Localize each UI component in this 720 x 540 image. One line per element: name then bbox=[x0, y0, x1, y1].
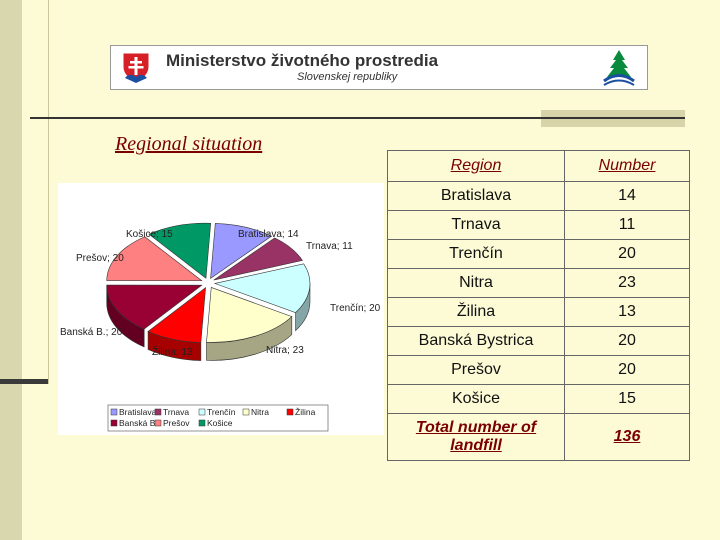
region-cell: Prešov bbox=[387, 355, 565, 385]
data-label: Žilina; 13 bbox=[152, 345, 193, 358]
data-label: Nitra; 23 bbox=[266, 345, 304, 356]
legend-label: Banská B. bbox=[119, 418, 158, 428]
number-cell: 11 bbox=[564, 210, 690, 240]
left-accent bbox=[0, 0, 49, 384]
region-cell: Nitra bbox=[387, 268, 565, 298]
pie-slice-tren-n bbox=[213, 263, 311, 313]
ministry-subtitle: Slovenskej republiky bbox=[297, 71, 398, 83]
pie-slice-nitra bbox=[206, 287, 293, 343]
header-region: Region bbox=[387, 150, 565, 182]
left-decor-bar bbox=[0, 0, 22, 540]
number-cell: 20 bbox=[564, 239, 690, 269]
table-header-row: Region Number bbox=[387, 150, 690, 182]
pie-slice-ko-ice bbox=[148, 222, 212, 279]
legend-swatch bbox=[110, 419, 118, 427]
pie-slice--ilina bbox=[147, 287, 206, 343]
region-cell: Banská Bystrica bbox=[387, 326, 565, 356]
legend-label: Trenčín bbox=[207, 407, 236, 417]
header-number: Number bbox=[564, 150, 690, 182]
legend-label: Košice bbox=[207, 418, 233, 428]
data-label: Trnava; 11 bbox=[306, 241, 353, 252]
legend-label: Žilina bbox=[295, 407, 316, 417]
table-row: Košice 15 bbox=[387, 384, 690, 414]
legend-swatch bbox=[198, 408, 206, 416]
table-row: Prešov 20 bbox=[387, 355, 690, 385]
table-row: Bratislava 14 bbox=[387, 181, 690, 211]
legend-swatch bbox=[198, 419, 206, 427]
ministry-logo-banner: Ministerstvo životného prostredia Sloven… bbox=[110, 45, 648, 90]
region-table: Region Number Bratislava 14 Trnava 11 Tren… bbox=[387, 150, 690, 461]
legend-swatch bbox=[154, 419, 162, 427]
number-cell: 23 bbox=[564, 268, 690, 298]
table-row: Nitra 23 bbox=[387, 268, 690, 298]
legend-swatch bbox=[242, 408, 250, 416]
total-label: Total number of landfill bbox=[387, 413, 565, 461]
pie-slice-bansk-b- bbox=[106, 284, 203, 330]
legend-label: Nitra bbox=[251, 407, 269, 417]
table-row: Trnava 11 bbox=[387, 210, 690, 240]
data-label: Trenčín; 20 bbox=[330, 303, 381, 314]
data-label: Banská B.; 20 bbox=[60, 327, 123, 338]
number-cell: 13 bbox=[564, 297, 690, 327]
ministry-name: Ministerstvo životného prostredia bbox=[166, 51, 439, 70]
legend-label: Trnava bbox=[163, 407, 189, 417]
legend-swatch bbox=[286, 408, 294, 416]
data-label: Bratislava; 14 bbox=[238, 229, 299, 240]
data-label: Prešov; 20 bbox=[76, 253, 124, 264]
number-cell: 20 bbox=[564, 326, 690, 356]
pie-chart-panel: Bratislava; 14 Trnava; 11 Trenčín; 20 Nitra… bbox=[58, 183, 384, 435]
pie-slice-trnava bbox=[213, 237, 303, 281]
number-cell: 20 bbox=[564, 355, 690, 385]
pie-chart: Bratislava; 14 Trnava; 11 Trenčín; 20 Nitra… bbox=[60, 222, 381, 432]
number-cell: 15 bbox=[564, 384, 690, 414]
pie-slice-pre-ov bbox=[106, 236, 203, 282]
region-cell: Trenčín bbox=[387, 239, 565, 269]
table-row: Banská Bystrica 20 bbox=[387, 326, 690, 356]
region-cell: Bratislava bbox=[387, 181, 565, 211]
slide-title: Regional situation bbox=[115, 133, 263, 155]
table-row: Trenčín 20 bbox=[387, 239, 690, 269]
table-row: Žilina 13 bbox=[387, 297, 690, 327]
pie-slice-bratislava bbox=[210, 223, 273, 279]
legend-swatch bbox=[154, 408, 162, 416]
slovak-coat-of-arms-icon bbox=[122, 52, 150, 84]
legend-label: Bratislava bbox=[119, 407, 157, 417]
tree-logo-icon bbox=[603, 50, 635, 86]
region-cell: Trnava bbox=[387, 210, 565, 240]
legend-label: Prešov bbox=[163, 418, 190, 428]
legend-swatch bbox=[110, 408, 118, 416]
region-cell: Košice bbox=[387, 384, 565, 414]
number-cell: 14 bbox=[564, 181, 690, 211]
header-rule bbox=[30, 117, 685, 119]
data-label: Košice; 15 bbox=[126, 229, 173, 240]
total-value: 136 bbox=[564, 413, 690, 461]
total-row: Total number of landfill 136 bbox=[387, 413, 690, 461]
region-cell: Žilina bbox=[387, 297, 565, 327]
